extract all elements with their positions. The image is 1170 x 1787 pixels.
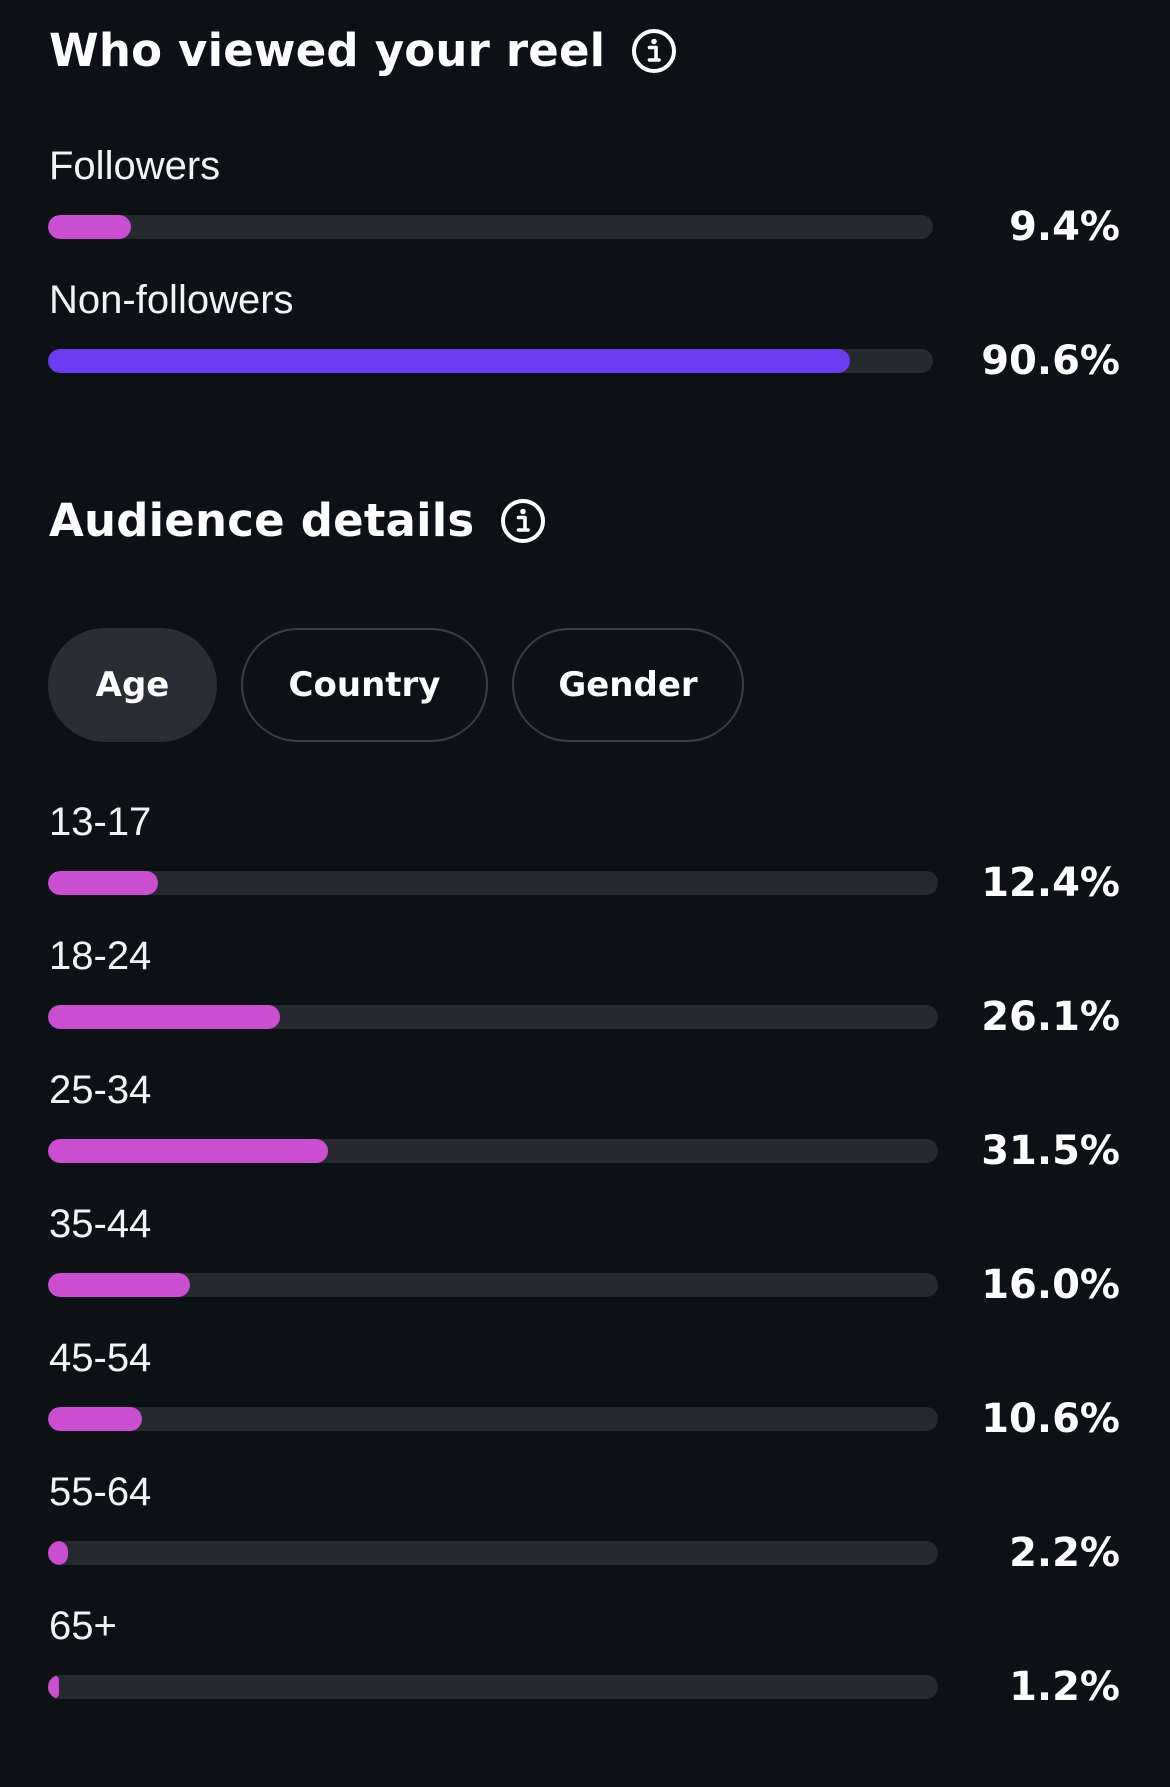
audience-tabs: Age Country Gender [48,628,744,742]
who-viewed-title: Who viewed your reel [49,24,677,77]
age-bar-track [48,1005,938,1029]
age-range-label: 25-34 [49,1068,152,1112]
audience-details-title-text: Audience details [49,494,475,547]
info-icon[interactable] [500,498,546,544]
tab-age[interactable]: Age [48,628,217,742]
age-bar-fill [48,1273,191,1297]
age-range-label: 13-17 [49,800,152,844]
followers-label: Followers [49,144,221,188]
age-bar-fill [48,1005,281,1029]
age-percent: 31.5% [981,1128,1120,1174]
age-bar-track [48,871,938,895]
age-percent: 12.4% [981,860,1120,906]
age-range-label: 55-64 [49,1470,152,1514]
age-percent: 26.1% [981,994,1120,1040]
age-bar-track [48,1273,938,1297]
age-bar-track [48,1541,938,1565]
non-followers-label: Non-followers [49,278,294,322]
followers-percent: 9.4% [1009,204,1120,250]
age-bar-fill [48,1675,59,1699]
tab-country[interactable]: Country [241,628,488,742]
info-icon[interactable] [631,28,677,74]
non-followers-bar-track [48,349,933,373]
age-percent: 10.6% [981,1396,1120,1442]
non-followers-percent: 90.6% [981,338,1120,384]
age-percent: 1.2% [1009,1664,1120,1710]
age-bar-fill [48,1541,68,1565]
who-viewed-title-text: Who viewed your reel [49,24,606,77]
age-bar-fill [48,1407,143,1431]
age-bar-track [48,1675,938,1699]
age-range-label: 35-44 [49,1202,152,1246]
age-bar-fill [48,871,159,895]
followers-bar-track [48,215,933,239]
age-range-label: 45-54 [49,1336,152,1380]
age-bar-fill [48,1139,329,1163]
tab-gender[interactable]: Gender [512,628,744,742]
age-range-label: 65+ [49,1604,117,1648]
followers-bar-fill [48,215,132,239]
age-percent: 2.2% [1009,1530,1120,1576]
age-bar-track [48,1139,938,1163]
age-range-label: 18-24 [49,934,152,978]
age-percent: 16.0% [981,1262,1120,1308]
audience-details-title: Audience details [49,494,546,547]
age-bar-track [48,1407,938,1431]
non-followers-bar-fill [48,349,850,373]
